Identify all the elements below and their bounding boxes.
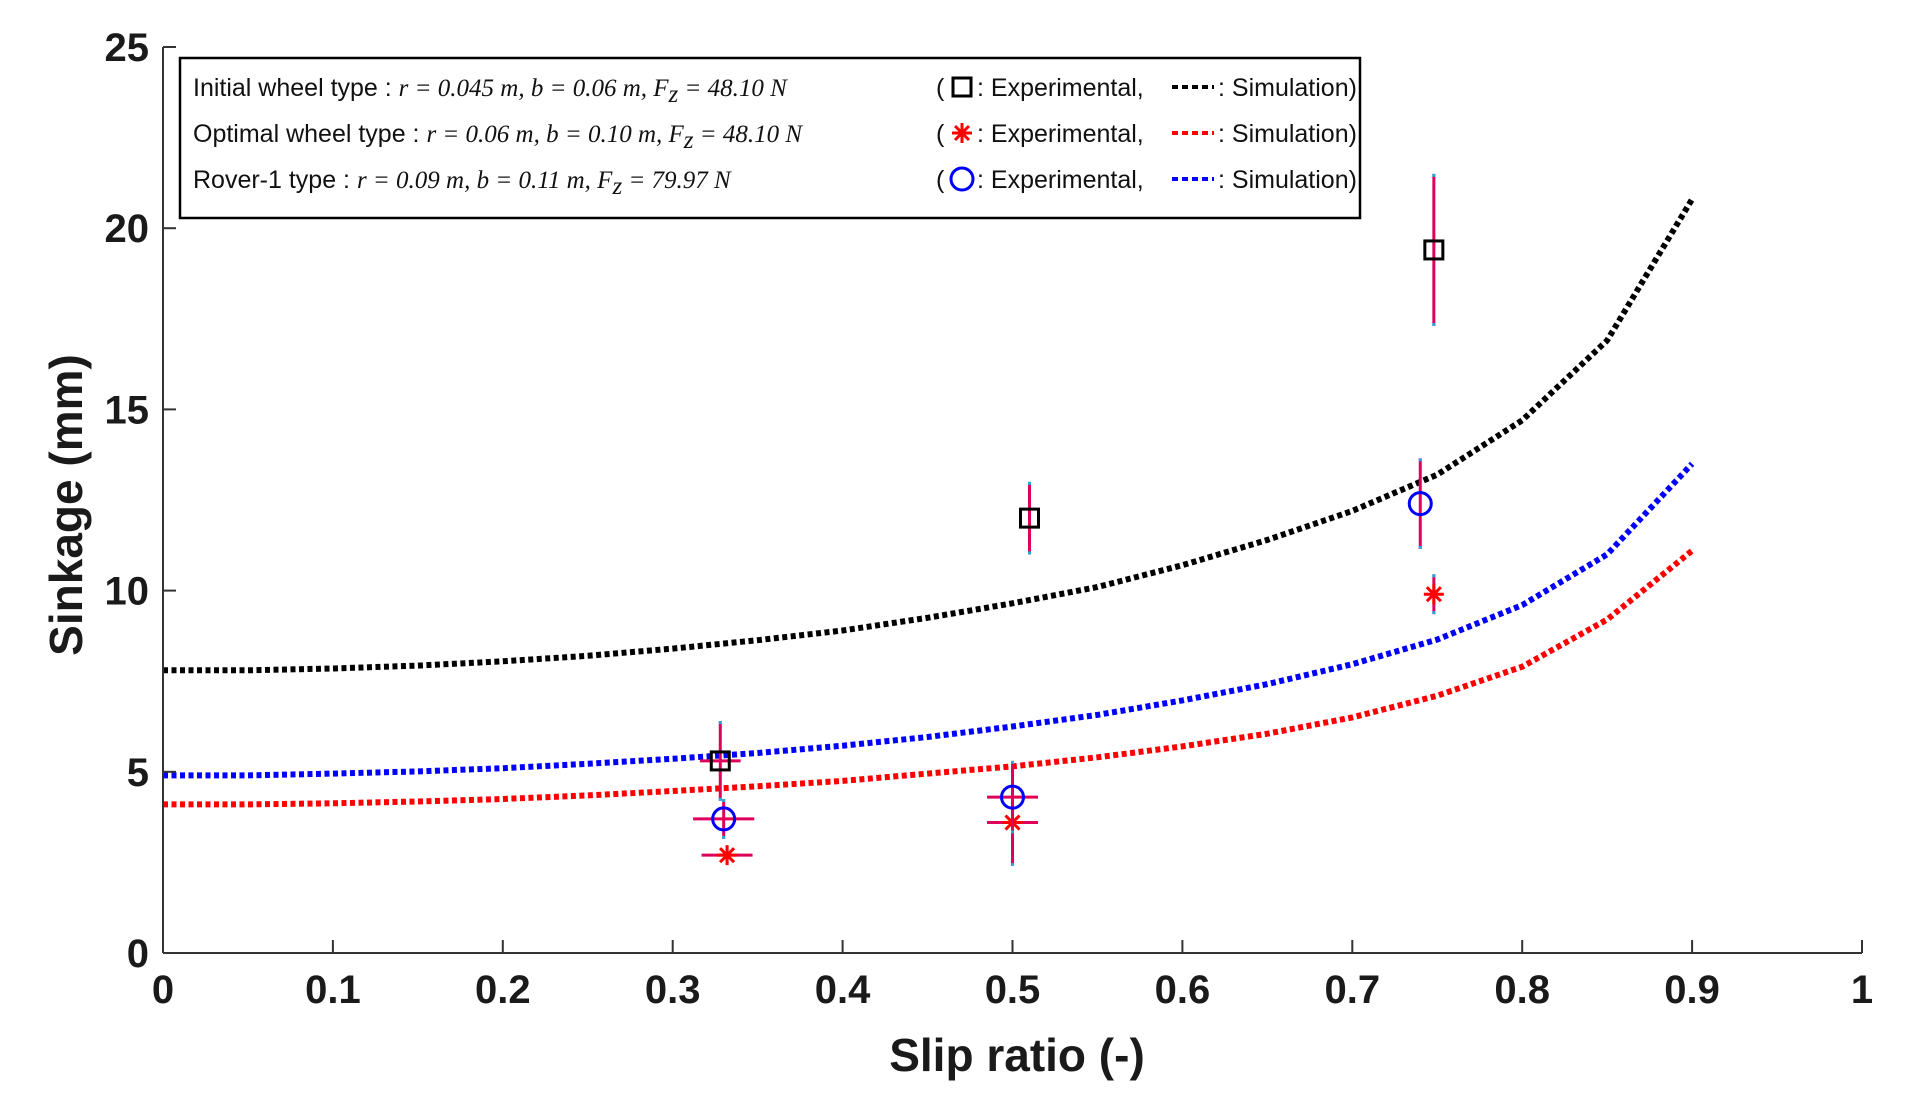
legend-marker-circle bbox=[949, 166, 975, 192]
experimental-marker-circle bbox=[711, 806, 737, 832]
legend-label: Optimal wheel type : r = 0.06 m, b = 0.1… bbox=[193, 120, 803, 154]
legend-box bbox=[178, 56, 1362, 220]
legend-row-initial-wheel-type: Initial wheel type : r = 0.045 m, b = 0.… bbox=[193, 74, 1357, 108]
simulation-lines bbox=[163, 197, 1695, 808]
experimental-marker-square bbox=[709, 750, 731, 772]
legend-marker-asterisk bbox=[952, 123, 972, 143]
y-tick-label: 20 bbox=[105, 207, 150, 251]
legend-marker-square bbox=[951, 76, 973, 98]
marker-square bbox=[1423, 239, 1445, 261]
legend-label: Initial wheel type : r = 0.045 m, b = 0.… bbox=[193, 74, 788, 108]
experimental-marker-circle bbox=[1407, 491, 1433, 517]
y-tick-label: 0 bbox=[127, 932, 149, 976]
marker-circle bbox=[711, 806, 737, 832]
simulation-line-initial-wheel-type bbox=[163, 197, 1695, 674]
legend-label-text: Optimal wheel type : bbox=[193, 120, 426, 148]
x-tick-label: 0.4 bbox=[815, 968, 871, 1012]
experimental-marker-asterisk bbox=[717, 845, 738, 866]
legend-simulation-text: : Simulation) bbox=[1218, 166, 1357, 194]
experimental-point-rover-1-type bbox=[1407, 458, 1433, 549]
experimental-point-initial-wheel-type bbox=[699, 721, 741, 801]
experimental-point-rover-1-type bbox=[693, 798, 755, 839]
x-axis-title: Slip ratio (-) bbox=[889, 1029, 1145, 1081]
marker-stroke bbox=[1425, 586, 1442, 603]
legend-experimental-text: : Experimental, bbox=[977, 120, 1144, 148]
simulation-line-rover-1-type bbox=[163, 461, 1695, 779]
x-tick-label: 0 bbox=[152, 968, 174, 1012]
legend-params: r = 0.09 m, b = 0.11 m, F bbox=[357, 167, 613, 194]
legend-paren: ( bbox=[936, 166, 945, 194]
marker-stroke bbox=[953, 124, 971, 142]
experimental-marker-circle bbox=[1000, 784, 1025, 810]
marker-stroke bbox=[719, 847, 736, 864]
legend-paren: ( bbox=[936, 74, 945, 102]
y-tick-label: 25 bbox=[105, 26, 150, 70]
x-tick-label: 0.1 bbox=[305, 968, 361, 1012]
legend-row-rover-1-type: Rover-1 type : r = 0.09 m, b = 0.11 m, F… bbox=[193, 166, 1357, 200]
legend-experimental-text: : Experimental, bbox=[977, 74, 1144, 102]
x-tick-label: 0.2 bbox=[475, 968, 531, 1012]
legend-force: = 79.97 N bbox=[622, 167, 732, 194]
legend: Initial wheel type : r = 0.045 m, b = 0.… bbox=[178, 56, 1362, 220]
legend-params: r = 0.045 m, b = 0.06 m, F bbox=[399, 75, 670, 102]
marker-circle bbox=[1000, 784, 1025, 810]
experimental-point-optimal-wheel-type bbox=[701, 845, 753, 866]
simulation-line-optimal-wheel-type bbox=[163, 548, 1694, 808]
x-tick-label: 1 bbox=[1851, 968, 1873, 1012]
experimental-point-initial-wheel-type bbox=[1018, 481, 1040, 555]
experimental-marker-square bbox=[1018, 507, 1040, 529]
legend-label-text: Rover-1 type : bbox=[193, 166, 357, 194]
y-axis-title: Sinkage (mm) bbox=[40, 354, 92, 656]
legend-subscript: z bbox=[611, 173, 622, 200]
legend-label: Rover-1 type : r = 0.09 m, b = 0.11 m, F… bbox=[193, 166, 732, 200]
x-tick-label: 0.9 bbox=[1664, 968, 1720, 1012]
legend-paren: ( bbox=[936, 120, 945, 148]
experimental-marker-square bbox=[1423, 239, 1445, 261]
legend-params: r = 0.06 m, b = 0.10 m, F bbox=[426, 121, 684, 148]
y-tick-label: 15 bbox=[105, 388, 150, 432]
x-tick-label: 0.7 bbox=[1324, 968, 1380, 1012]
x-tick-label: 0.5 bbox=[985, 968, 1041, 1012]
x-tick-label: 0.3 bbox=[645, 968, 701, 1012]
legend-simulation-text: : Simulation) bbox=[1218, 74, 1357, 102]
legend-force: = 48.10 N bbox=[694, 121, 804, 148]
y-tick-label: 10 bbox=[105, 570, 150, 614]
marker-square bbox=[1018, 507, 1040, 529]
legend-simulation-text: : Simulation) bbox=[1218, 120, 1357, 148]
experimental-marker-asterisk bbox=[1423, 584, 1444, 605]
experimental-point-initial-wheel-type bbox=[1423, 173, 1445, 327]
marker-circle bbox=[949, 166, 975, 192]
legend-force: = 48.10 N bbox=[678, 75, 788, 102]
legend-subscript: z bbox=[683, 127, 694, 154]
legend-subscript: z bbox=[668, 81, 679, 108]
legend-row-optimal-wheel-type: Optimal wheel type : r = 0.06 m, b = 0.1… bbox=[193, 120, 1357, 154]
marker-circle bbox=[1407, 491, 1433, 517]
experimental-points bbox=[693, 173, 1445, 867]
experimental-point-optimal-wheel-type bbox=[1423, 574, 1444, 615]
x-tick-label: 0.6 bbox=[1155, 968, 1211, 1012]
x-tick-label: 0.8 bbox=[1494, 968, 1550, 1012]
y-tick-label: 5 bbox=[127, 751, 149, 795]
marker-square bbox=[951, 76, 973, 98]
legend-label-text: Initial wheel type : bbox=[193, 74, 399, 102]
legend-experimental-text: : Experimental, bbox=[977, 166, 1144, 194]
marker-square bbox=[709, 750, 731, 772]
axes bbox=[162, 46, 1863, 954]
experimental-point-rover-1-type bbox=[987, 760, 1038, 834]
